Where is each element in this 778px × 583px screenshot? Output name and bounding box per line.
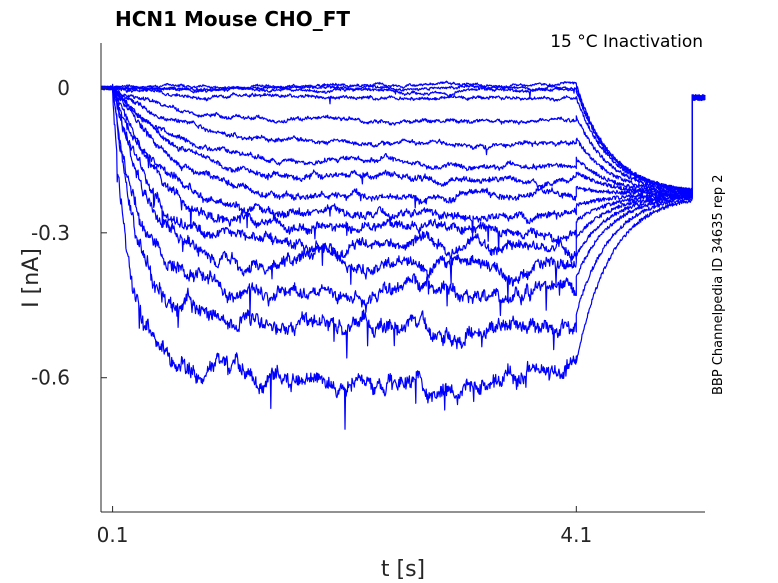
sweep-trace-4 bbox=[100, 85, 706, 193]
sweep-trace-11 bbox=[100, 85, 706, 253]
chart-title: HCN1 Mouse CHO_FT bbox=[115, 7, 350, 31]
sweep-trace-14 bbox=[100, 85, 706, 317]
x-axis-label: t [s] bbox=[381, 557, 425, 582]
x-tick-label: 4.1 bbox=[560, 523, 592, 547]
sweep-trace-7 bbox=[100, 85, 706, 195]
condition-annotation: 15 °C Inactivation bbox=[550, 32, 703, 52]
x-tick-label: 0.1 bbox=[97, 523, 129, 547]
y-tick-label: -0.3 bbox=[31, 221, 70, 245]
sweep-trace-9 bbox=[100, 85, 706, 209]
sweep-trace-8 bbox=[100, 85, 706, 196]
sweep-trace-3 bbox=[100, 85, 706, 193]
sweep-trace-6 bbox=[100, 85, 706, 194]
y-tick-label: -0.6 bbox=[31, 366, 70, 390]
sweep-trace-12 bbox=[100, 85, 706, 266]
sweep-trace-2 bbox=[100, 83, 706, 193]
source-label: BBP Channelpedia ID 34635 rep 2 bbox=[711, 174, 726, 395]
sweep-trace-10 bbox=[100, 85, 706, 238]
y-axis-label: I [nA] bbox=[19, 248, 44, 308]
sweep-trace-13 bbox=[100, 83, 706, 300]
traces bbox=[100, 80, 706, 430]
sweep-trace-15 bbox=[100, 85, 706, 359]
sweep-trace-5 bbox=[100, 85, 706, 193]
sweep-trace-16 bbox=[101, 85, 706, 430]
y-tick-label: 0 bbox=[57, 76, 70, 100]
sweep-trace-1 bbox=[100, 80, 706, 192]
ticks: 0.1 4.1 0 -0.3 -0.6 bbox=[31, 76, 592, 547]
